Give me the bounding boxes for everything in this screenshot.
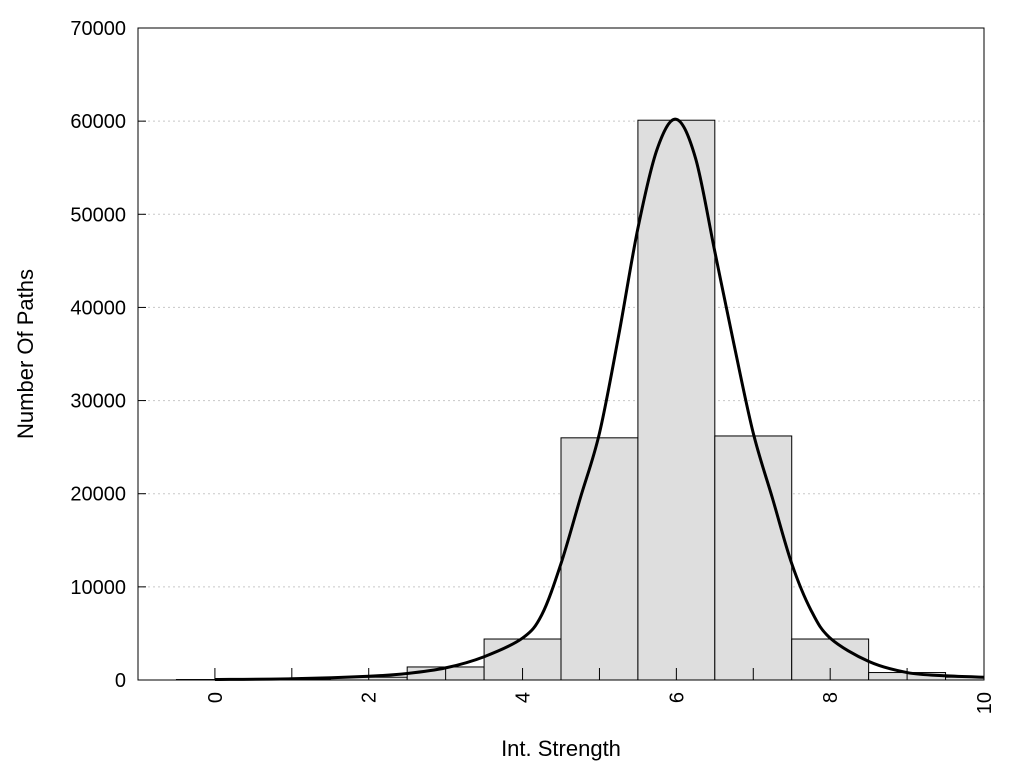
fit-curve [214,117,985,682]
histogram-bar [637,119,716,681]
histogram-bar [560,437,639,681]
histogram-bars [175,119,985,681]
y-tick-label: 60000 [70,111,126,133]
x-tick-label: 6 [666,692,688,703]
gridlines [138,120,984,588]
x-tick-label: 10 [974,692,996,714]
y-tick-label: 0 [115,670,126,692]
y-tick-label: 40000 [70,297,126,319]
y-tick-label: 20000 [70,484,126,506]
x-tick-label: 0 [205,692,227,703]
y-axis-ticks: 0 10000 20000 30000 40000 50000 60000 70000 [70,18,146,692]
x-tick-label: 8 [820,692,842,703]
plot-frame [137,27,985,681]
y-tick-label: 70000 [70,18,126,40]
x-tick-label: 2 [359,692,381,703]
x-axis-ticks: 0 2 4 6 8 10 [205,668,996,714]
y-tick-label: 10000 [70,577,126,599]
y-tick-label: 50000 [70,204,126,226]
y-axis-title: Number Of Paths [13,269,38,439]
x-axis-title: Int. Strength [501,736,621,761]
y-tick-label: 30000 [70,391,126,413]
histogram-bar [714,435,793,681]
x-tick-label: 4 [513,692,535,703]
